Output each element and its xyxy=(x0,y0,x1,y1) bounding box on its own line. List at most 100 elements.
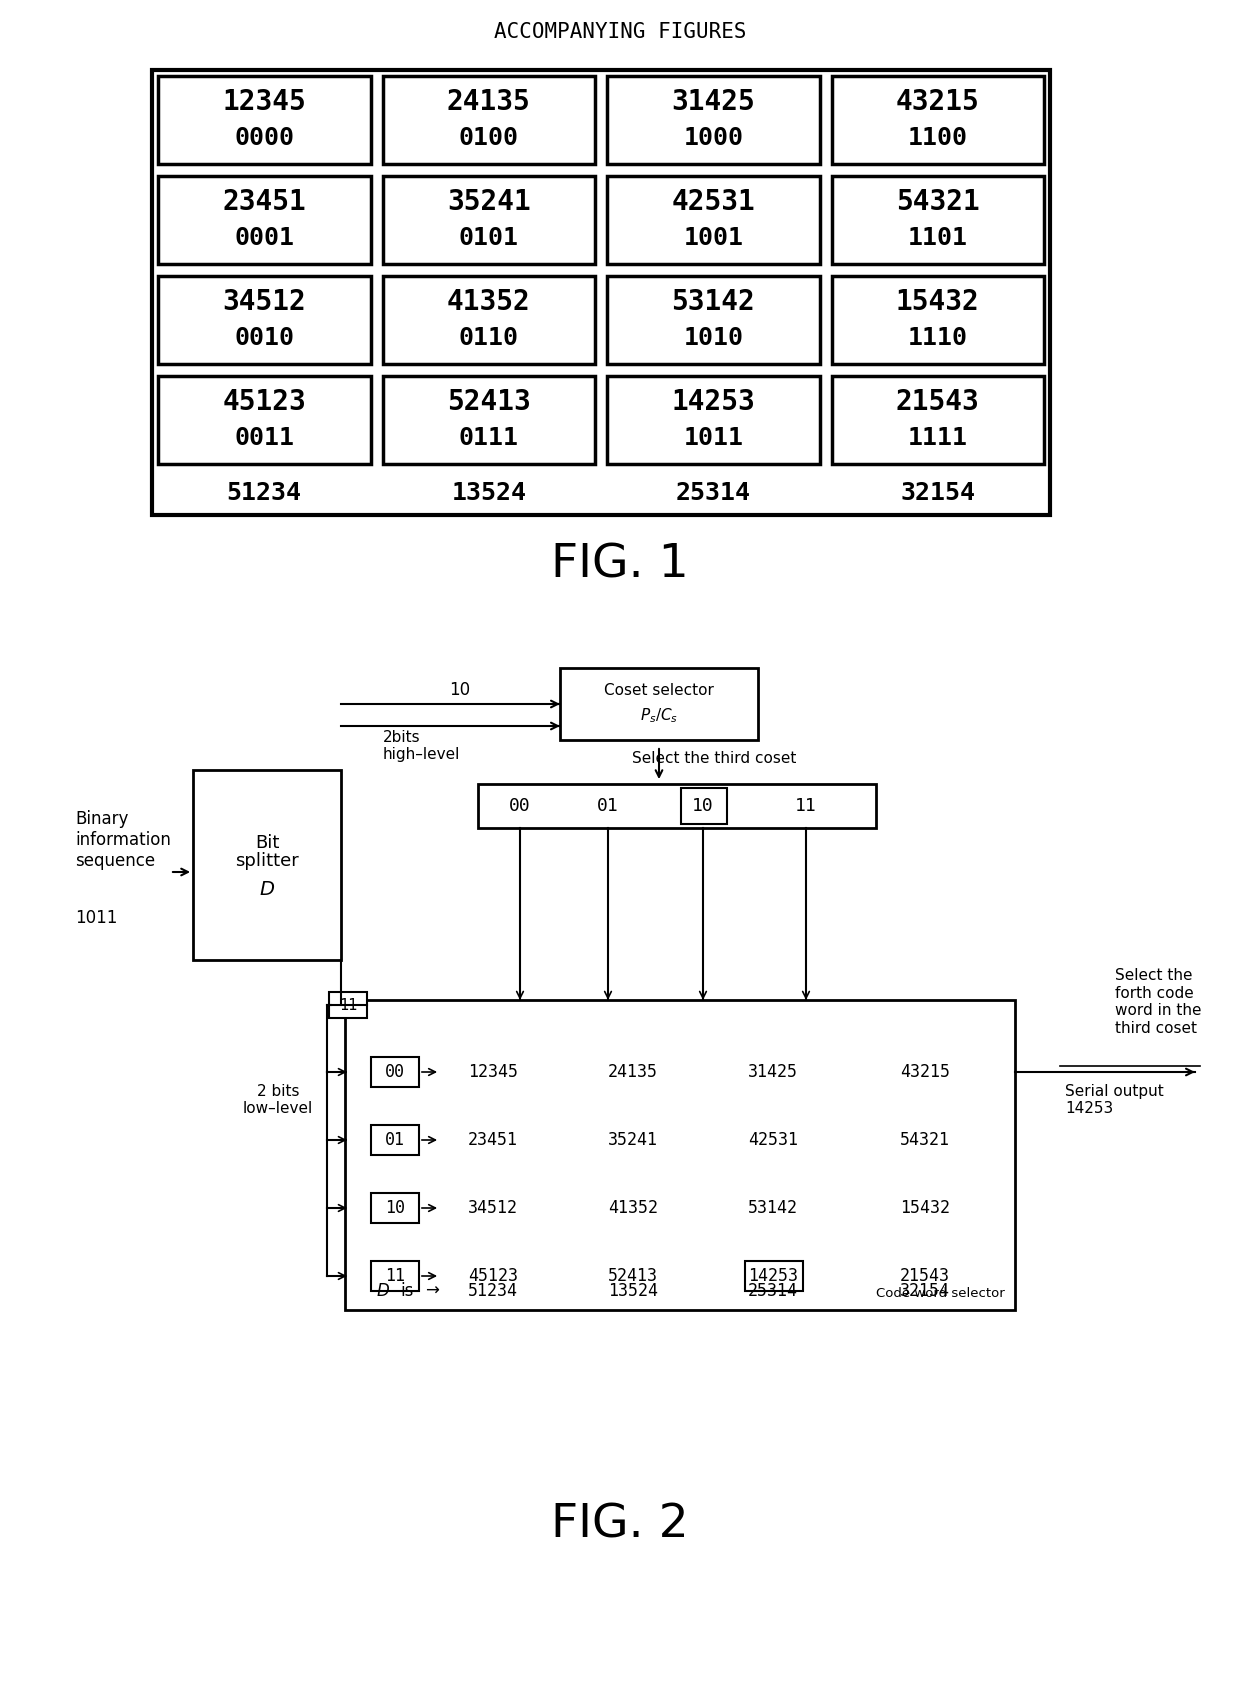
Bar xyxy=(832,376,1044,464)
Text: Bit: Bit xyxy=(254,835,279,852)
Bar xyxy=(382,275,595,364)
Text: 53142: 53142 xyxy=(748,1198,799,1217)
Text: is: is xyxy=(401,1282,413,1300)
Text: 45123: 45123 xyxy=(467,1266,518,1285)
Text: 11: 11 xyxy=(795,797,817,814)
Text: 35241: 35241 xyxy=(608,1130,658,1149)
Text: 01: 01 xyxy=(384,1130,405,1149)
Text: 51234: 51234 xyxy=(467,1282,518,1300)
Text: 01: 01 xyxy=(598,797,619,814)
Text: 54321: 54321 xyxy=(900,1130,950,1149)
Text: 14253: 14253 xyxy=(748,1266,799,1285)
Text: 1010: 1010 xyxy=(683,326,743,350)
Bar xyxy=(193,770,341,960)
Text: 1101: 1101 xyxy=(908,226,967,250)
Text: Serial output
14253: Serial output 14253 xyxy=(1065,1085,1164,1117)
Text: 13524: 13524 xyxy=(608,1282,658,1300)
Bar xyxy=(608,76,820,163)
Text: 0001: 0001 xyxy=(234,226,294,250)
Text: 45123: 45123 xyxy=(222,388,306,416)
Bar xyxy=(382,376,595,464)
Text: splitter: splitter xyxy=(236,852,299,870)
Text: 1011: 1011 xyxy=(74,910,118,926)
Bar xyxy=(608,177,820,264)
Text: 10: 10 xyxy=(449,682,470,699)
Bar xyxy=(608,275,820,364)
Text: 0110: 0110 xyxy=(459,326,518,350)
Text: 43215: 43215 xyxy=(895,88,980,116)
Bar xyxy=(382,177,595,264)
Text: 35241: 35241 xyxy=(446,189,531,216)
Text: 0000: 0000 xyxy=(234,126,294,150)
Text: 42531: 42531 xyxy=(671,189,755,216)
Text: 0011: 0011 xyxy=(234,427,294,450)
Text: 34512: 34512 xyxy=(222,287,306,316)
Text: 1011: 1011 xyxy=(683,427,743,450)
Text: 41352: 41352 xyxy=(446,287,531,316)
Text: 10: 10 xyxy=(384,1198,405,1217)
Text: 0100: 0100 xyxy=(459,126,518,150)
Text: 23451: 23451 xyxy=(467,1130,518,1149)
Text: 0010: 0010 xyxy=(234,326,294,350)
Text: 1000: 1000 xyxy=(683,126,743,150)
Bar xyxy=(477,784,875,828)
Bar xyxy=(157,76,371,163)
Bar xyxy=(382,76,595,163)
Text: 13524: 13524 xyxy=(451,481,526,505)
Text: $P_s/C_s$: $P_s/C_s$ xyxy=(640,707,678,726)
Text: →: → xyxy=(425,1282,439,1300)
Text: 0111: 0111 xyxy=(459,427,518,450)
Text: 1111: 1111 xyxy=(908,427,967,450)
Text: 32154: 32154 xyxy=(900,1282,950,1300)
Text: 21543: 21543 xyxy=(895,388,980,416)
Text: Select the
forth code
word in the
third coset: Select the forth code word in the third … xyxy=(1115,969,1202,1035)
Text: 31425: 31425 xyxy=(671,88,755,116)
Text: 00: 00 xyxy=(510,797,531,814)
Text: 51234: 51234 xyxy=(227,481,301,505)
Text: 11: 11 xyxy=(384,1266,405,1285)
Bar xyxy=(832,76,1044,163)
Bar xyxy=(345,1000,1016,1311)
Text: 43215: 43215 xyxy=(900,1062,950,1081)
Text: FIG. 1: FIG. 1 xyxy=(551,542,689,588)
Text: 11: 11 xyxy=(339,998,357,1013)
Text: 15432: 15432 xyxy=(900,1198,950,1217)
Text: 1110: 1110 xyxy=(908,326,967,350)
Text: 12345: 12345 xyxy=(467,1062,518,1081)
Text: 1001: 1001 xyxy=(683,226,743,250)
Text: Code word selector: Code word selector xyxy=(877,1287,1004,1300)
Bar xyxy=(153,70,1050,515)
Text: 12345: 12345 xyxy=(222,88,306,116)
Text: 34512: 34512 xyxy=(467,1198,518,1217)
Text: 52413: 52413 xyxy=(446,388,531,416)
Text: 0101: 0101 xyxy=(459,226,518,250)
Text: 53142: 53142 xyxy=(671,287,755,316)
Text: 42531: 42531 xyxy=(748,1130,799,1149)
Bar xyxy=(560,668,758,740)
Bar xyxy=(681,789,727,824)
Bar xyxy=(371,1261,419,1290)
Text: 2 bits
low–level: 2 bits low–level xyxy=(243,1085,314,1117)
Bar xyxy=(157,376,371,464)
Text: FIG. 2: FIG. 2 xyxy=(551,1503,689,1547)
Text: 14253: 14253 xyxy=(671,388,755,416)
Bar xyxy=(832,275,1044,364)
Text: 21543: 21543 xyxy=(900,1266,950,1285)
Text: 25314: 25314 xyxy=(748,1282,799,1300)
Bar xyxy=(371,1057,419,1086)
Text: 24135: 24135 xyxy=(446,88,531,116)
Text: 25314: 25314 xyxy=(676,481,750,505)
Text: 10: 10 xyxy=(692,797,714,814)
Text: 41352: 41352 xyxy=(608,1198,658,1217)
Text: 24135: 24135 xyxy=(608,1062,658,1081)
Text: 52413: 52413 xyxy=(608,1266,658,1285)
Bar xyxy=(329,993,367,1018)
Text: ACCOMPANYING FIGURES: ACCOMPANYING FIGURES xyxy=(494,22,746,42)
Text: 32154: 32154 xyxy=(900,481,975,505)
Bar xyxy=(371,1193,419,1222)
Text: D: D xyxy=(259,879,274,899)
Text: 15432: 15432 xyxy=(895,287,980,316)
Bar xyxy=(832,177,1044,264)
Text: Select the third coset: Select the third coset xyxy=(632,750,796,765)
Text: 2bits
high–level: 2bits high–level xyxy=(383,729,460,762)
